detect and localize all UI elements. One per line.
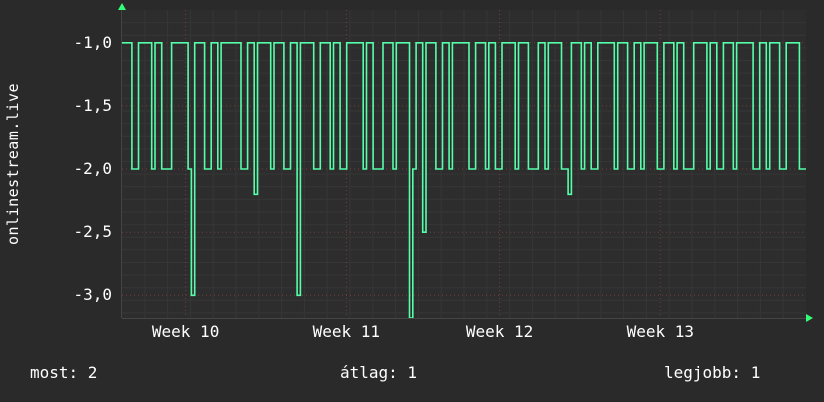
chart-line	[122, 41, 806, 318]
x-axis-line	[122, 318, 806, 319]
x-tick-label: Week 10	[151, 322, 220, 341]
y-tick-label: -1,0	[73, 32, 112, 52]
y-tick-label: -2,5	[73, 222, 112, 242]
x-tick-label: Week 11	[312, 322, 381, 341]
x-axis-arrow-icon	[806, 314, 813, 322]
plot-area	[122, 10, 806, 318]
x-tick-label: Week 12	[465, 322, 534, 341]
stat-average: átlag: 1	[340, 363, 418, 382]
y-axis-line	[121, 10, 122, 318]
chart-canvas	[122, 10, 806, 318]
y-tick-label: -2,0	[73, 159, 112, 179]
y-tick-label: -3,0	[73, 285, 112, 305]
y-tick-label: -1,5	[73, 95, 112, 115]
x-tick-label: Week 13	[626, 322, 695, 341]
stat-current: most: 2	[30, 363, 98, 382]
stat-best: legjobb: 1	[664, 363, 761, 382]
y-axis-arrow-icon	[118, 3, 126, 10]
